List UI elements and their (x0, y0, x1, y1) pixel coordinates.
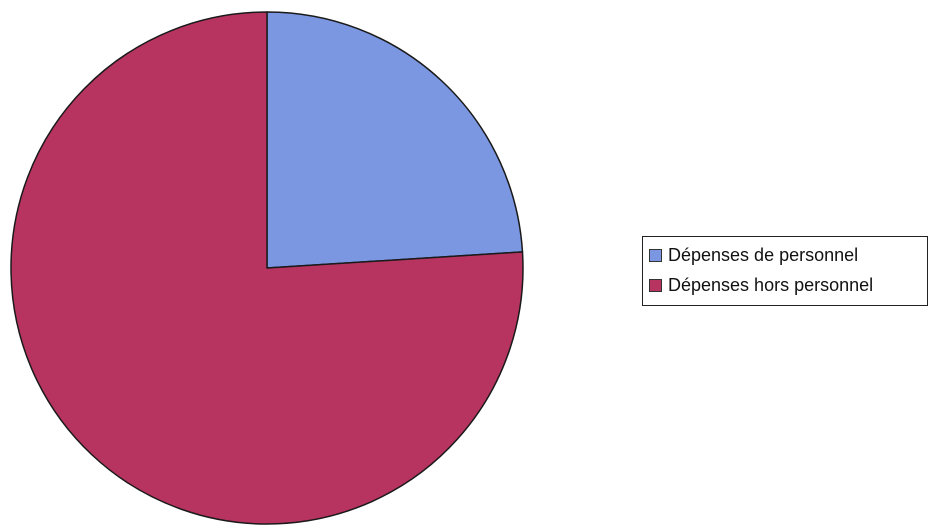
legend-label-hors-personnel: Dépenses hors personnel (668, 274, 874, 295)
legend-label-personnel: Dépenses de personnel (668, 244, 859, 265)
legend-item-hors-personnel: Dépenses hors personnel (649, 271, 927, 299)
pie-slice-hors-personnel (10, 11, 524, 525)
legend-item-personnel: Dépenses de personnel (649, 241, 927, 269)
chart-legend: Dépenses de personnel Dépenses hors pers… (642, 236, 928, 306)
pie-slice-personnel (266, 11, 524, 269)
legend-swatch-personnel (649, 248, 662, 262)
pie-slices (10, 11, 524, 525)
legend-swatch-hors-personnel (649, 278, 662, 292)
